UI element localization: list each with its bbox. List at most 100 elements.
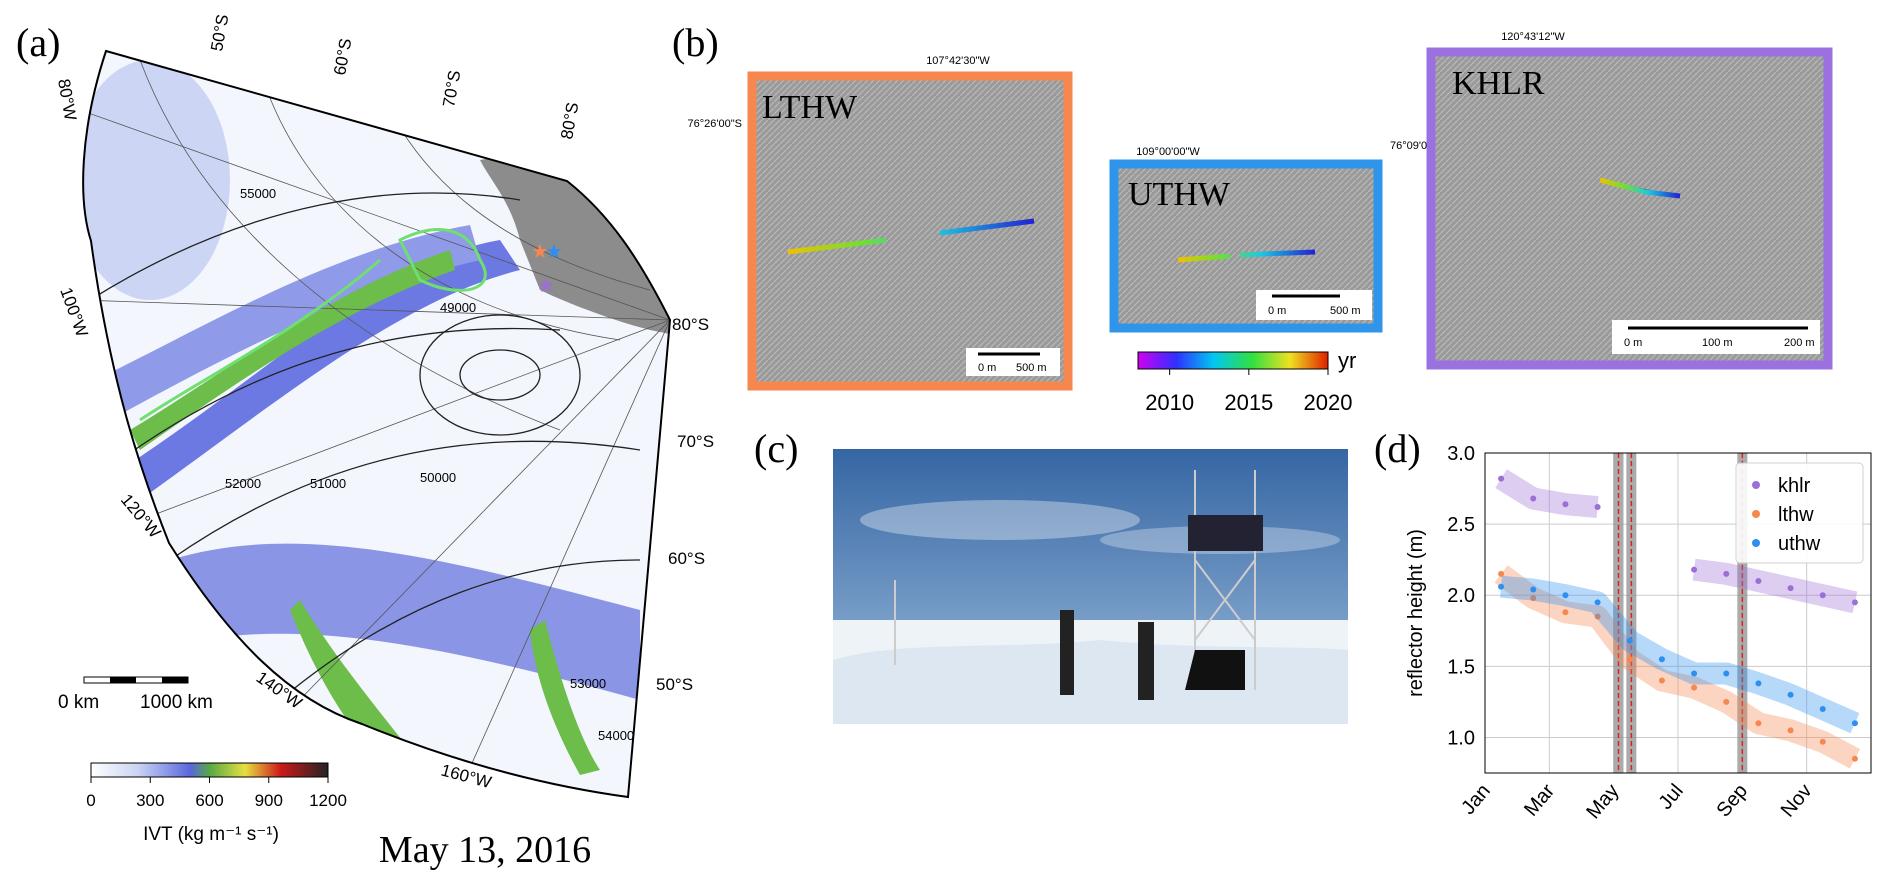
point (1851, 720, 1858, 727)
colorbar-tick-label: 2010 (1145, 390, 1194, 415)
legend-marker (1752, 510, 1760, 518)
panel-label: (c) (754, 426, 798, 471)
point (1723, 670, 1730, 677)
panel-label: (b) (672, 20, 719, 65)
axes-frame (1484, 452, 1872, 774)
y-tick-label: 1.5 (1447, 656, 1475, 678)
colorbar-tick-label: 900 (255, 791, 283, 810)
point (1819, 738, 1826, 745)
site-name: UTHW (1128, 176, 1231, 213)
map-frame (82, 49, 672, 799)
site-uthw: UTHW 109°00'00"W 76°09'09"S 0 m 500 m (1109, 140, 1444, 333)
contour-label: 54000 (598, 728, 634, 743)
scale-label: 500 m (1330, 305, 1361, 317)
x-tick-label: Sep (1712, 780, 1752, 821)
point (1755, 680, 1762, 687)
colorbar-ticks: 0 300 600 900 1200 (86, 777, 347, 810)
scale-label: 0 m (1268, 305, 1286, 317)
point (1594, 613, 1601, 620)
colorbar-tick-label: 2020 (1304, 390, 1353, 415)
point (1658, 677, 1665, 684)
colorbar-label: IVT (kg m⁻¹ s⁻¹) (143, 824, 279, 845)
point (1562, 501, 1569, 508)
lat-label: 80°S (672, 315, 709, 334)
legend-marker (1752, 481, 1760, 489)
scale-label: 0 km (58, 692, 99, 713)
lat-label: 50°S (207, 13, 232, 53)
colorbar-tick-label: 2015 (1224, 390, 1273, 415)
y-tick-label: 1.0 (1447, 727, 1475, 749)
contour-label: 55000 (240, 186, 276, 201)
lat-label: 70°S (439, 69, 464, 109)
scale-label: 1000 km (140, 692, 213, 713)
colorbar-unit: yr (1338, 348, 1356, 373)
site-name: LTHW (762, 89, 858, 126)
point (1851, 755, 1858, 762)
series-band (1495, 469, 1858, 614)
contour-label: 52000 (225, 476, 261, 491)
point (1787, 585, 1794, 592)
point (1530, 595, 1537, 602)
point (1755, 720, 1762, 727)
colorbar-tick-label: 300 (136, 791, 164, 810)
star: ★ (545, 241, 563, 263)
point (1851, 599, 1858, 606)
scale-label: 0 m (1624, 337, 1642, 349)
point (1594, 504, 1601, 511)
legend-marker (1752, 539, 1760, 547)
contour-label: 51000 (310, 476, 346, 491)
lon-label: 80°W (54, 77, 80, 121)
legend-label: lthw (1778, 504, 1814, 526)
point (1498, 475, 1505, 482)
scale-bar: 0 km 1000 km (58, 676, 213, 713)
legend-label: khlr (1778, 475, 1811, 497)
site-khlr: KHLR 120°43'12"W 0 m 100 m 200 m (1426, 31, 1833, 370)
series-band (1494, 565, 1861, 769)
colorbar-tick-label: 1200 (309, 791, 347, 810)
scale-label: 200 m (1784, 337, 1815, 349)
site-lthw: LTHW 107°42'30"W 76°26'00"S 0 m 500 m (688, 55, 1073, 391)
colorbar (90, 762, 329, 778)
lon-label: 100°W (56, 285, 91, 340)
point (1691, 684, 1698, 691)
contour-label: 49000 (440, 300, 476, 315)
colorbar-tick-label: 0 (86, 791, 95, 810)
point (1626, 656, 1633, 663)
lon-label: 109°00'00"W (1136, 146, 1200, 158)
lat-label: 60°S (668, 549, 705, 568)
legend-label: uthw (1778, 533, 1821, 555)
lat-label: 80°S (557, 101, 582, 141)
year-colorbar-ticks: 2010 2015 2020 (1145, 369, 1352, 415)
point (1658, 656, 1665, 663)
year-colorbar (1137, 351, 1329, 370)
point (1723, 570, 1730, 577)
contour-label: 53000 (570, 676, 606, 691)
chart: 1.0 1.5 2.0 2.5 3.0 Jan Mar May Jul Sep Nov khlr lth… (1447, 443, 1872, 823)
lon-label: 120°43'12"W (1501, 31, 1565, 43)
x-tick-label: Jul (1655, 780, 1688, 814)
star: ★ (537, 275, 555, 297)
series-band (1500, 575, 1860, 734)
star: ★ (531, 241, 549, 263)
point (1723, 698, 1730, 705)
point (1530, 495, 1537, 502)
point (1626, 637, 1633, 644)
contour-labels: 55000 49000 52000 51000 50000 53000 5400… (225, 186, 634, 743)
lat-label: 60°S (330, 37, 355, 77)
lat-label: 70°S (677, 432, 714, 451)
panel-label: (a) (16, 20, 60, 65)
site-name: KHLR (1452, 65, 1545, 102)
y-axis-label: reflector height (m) (1405, 529, 1427, 697)
date: May 13, 2016 (379, 829, 591, 871)
point (1755, 578, 1762, 584)
x-tick-label: Mar (1520, 780, 1559, 821)
scale-label: 100 m (1702, 337, 1733, 349)
scale-label: 500 m (1016, 362, 1047, 374)
y-tick-label: 3.0 (1447, 443, 1475, 465)
point (1819, 592, 1826, 599)
contour-label: 50000 (420, 470, 456, 485)
colorbar-tick-label: 600 (195, 791, 223, 810)
point (1498, 583, 1505, 590)
y-tick-label: 2.0 (1447, 585, 1475, 607)
